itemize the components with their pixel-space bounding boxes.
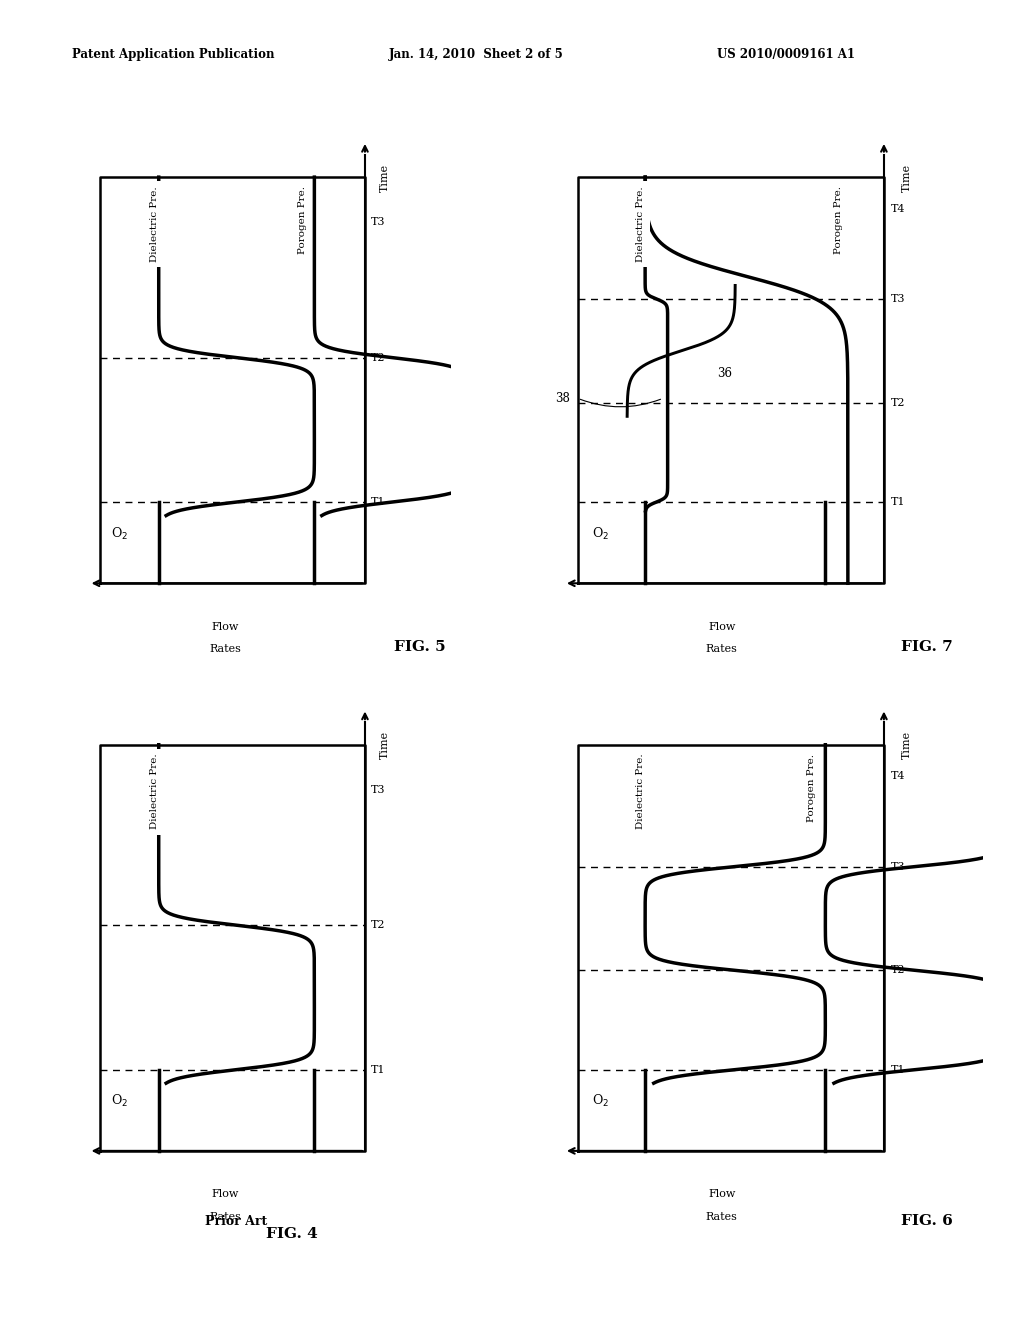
Text: Patent Application Publication: Patent Application Publication [72,48,274,61]
Text: Rates: Rates [209,644,241,655]
Text: FIG. 6: FIG. 6 [901,1214,953,1228]
Text: Time: Time [901,164,911,191]
Text: O$_2$: O$_2$ [592,1093,608,1109]
Text: Time: Time [380,164,389,191]
Text: T3: T3 [371,218,385,227]
Text: Rates: Rates [706,644,737,655]
Text: Flow: Flow [708,622,735,632]
Text: O$_2$: O$_2$ [112,525,128,541]
Text: T4: T4 [891,203,905,214]
Text: 36: 36 [717,367,732,380]
Text: Porogen Pre.: Porogen Pre. [835,186,844,255]
Text: T3: T3 [891,294,905,304]
Text: FIG. 7: FIG. 7 [901,640,953,653]
Text: T3: T3 [891,862,905,871]
Text: Flow: Flow [211,1189,239,1200]
Text: Time: Time [380,731,389,759]
Text: Porogen Pre.: Porogen Pre. [807,754,816,822]
Text: FIG. 5: FIG. 5 [394,640,445,653]
Text: T1: T1 [891,498,905,507]
Text: Time: Time [901,731,911,759]
Text: Flow: Flow [211,622,239,632]
Text: Dielectric Pre.: Dielectric Pre. [151,754,160,829]
Text: T1: T1 [891,1065,905,1074]
Text: T2: T2 [891,397,905,408]
Text: US 2010/0009161 A1: US 2010/0009161 A1 [717,48,855,61]
Text: Prior Art: Prior Art [205,1214,267,1228]
Text: Rates: Rates [706,1212,737,1222]
Text: T2: T2 [371,920,385,931]
Text: 38: 38 [555,392,570,405]
Text: Flow: Flow [708,1189,735,1200]
Text: Dielectric Pre.: Dielectric Pre. [151,186,160,261]
Text: T1: T1 [371,1065,385,1074]
Text: O$_2$: O$_2$ [592,525,608,541]
Text: Dielectric Pre.: Dielectric Pre. [636,186,645,261]
Text: Dielectric Pre.: Dielectric Pre. [636,754,645,829]
Text: T2: T2 [891,965,905,975]
Text: T4: T4 [891,771,905,781]
Text: FIG. 4: FIG. 4 [266,1228,318,1241]
Text: Jan. 14, 2010  Sheet 2 of 5: Jan. 14, 2010 Sheet 2 of 5 [389,48,564,61]
Text: Porogen Pre.: Porogen Pre. [298,186,307,255]
Text: O$_2$: O$_2$ [112,1093,128,1109]
Text: T3: T3 [371,785,385,795]
Text: T2: T2 [371,352,385,363]
Text: T1: T1 [371,498,385,507]
Text: Rates: Rates [209,1212,241,1222]
